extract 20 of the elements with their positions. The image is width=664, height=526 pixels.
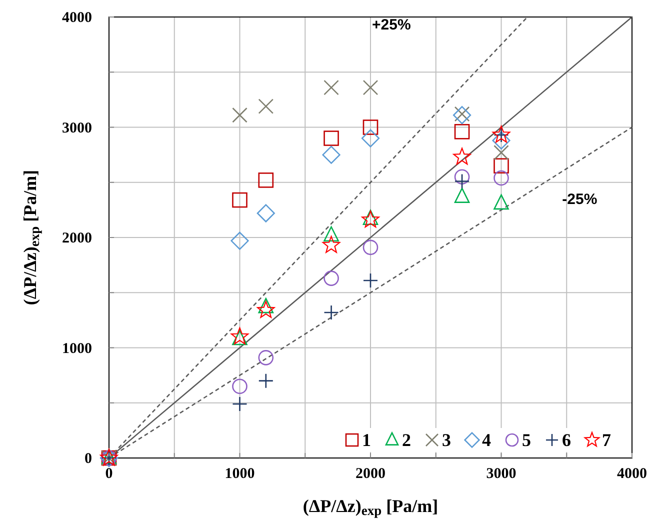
legend-label: 4 (482, 430, 491, 450)
legend-label: 7 (602, 430, 611, 450)
legend-label: 5 (522, 430, 531, 450)
x-tick-label: 1000 (224, 466, 255, 482)
y-tick-label: 2000 (62, 230, 92, 246)
x-axis-title: (ΔP/Δz)$_{exp}$ [Pa/m] (302, 496, 438, 518)
x-tick-label: 3000 (486, 466, 516, 482)
annotation: -25% (562, 190, 598, 208)
y-tick-label: 3000 (62, 120, 92, 136)
x-tick-label: 4000 (617, 466, 647, 482)
x-tick-label: 2000 (356, 466, 386, 482)
y-tick-label: 4000 (62, 10, 92, 26)
legend-label: 3 (442, 430, 451, 450)
y-tick-label: 0 (84, 451, 92, 467)
annotation: +25% (372, 16, 411, 34)
x-tick-label: 0 (105, 466, 113, 482)
legend-label: 6 (562, 430, 571, 450)
legend-label: 2 (402, 430, 411, 450)
y-tick-label: 1000 (62, 340, 92, 357)
legend-label: 1 (362, 430, 371, 450)
